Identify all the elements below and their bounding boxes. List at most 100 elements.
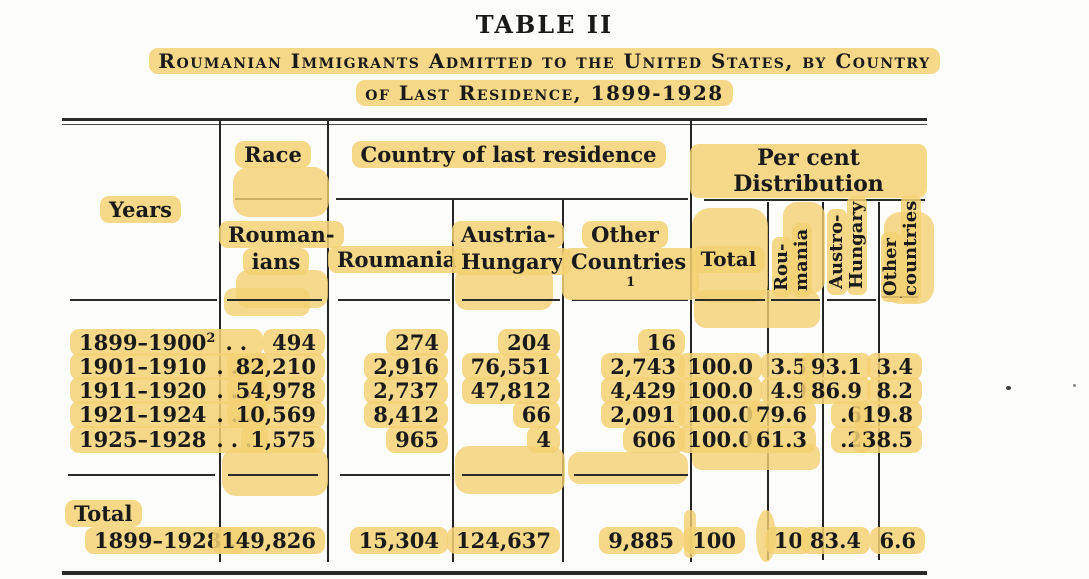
cell-pct-total: 100.0 [678, 377, 762, 404]
cell-value: 61.3 [746, 426, 816, 453]
subtitle-highlight: Roumanian Immigrants Admitted to the Uni… [149, 48, 940, 74]
column-header-years: Years [62, 196, 219, 223]
cell-value: 8,412 [364, 401, 448, 428]
pretotal-rule-seg [340, 474, 450, 476]
cell-austria: 4 [527, 426, 560, 453]
column-header-pct-austro-hungary: Austro- Hungary [826, 195, 873, 295]
cell-pct-other: 3.4 [867, 353, 922, 380]
header-label: Austro- [826, 208, 847, 295]
cell-austria: 76,551 [461, 353, 560, 380]
cell-value: 2,737 [364, 377, 448, 404]
total-cell-austria: 124,637 [447, 527, 560, 554]
cell-race: 82,210 [226, 353, 325, 380]
subheader-rule-seg [827, 299, 876, 301]
header-label: Countries 1 [562, 248, 700, 300]
total-cell-race: 149,826 [212, 527, 325, 554]
cell-value: 965 [386, 426, 448, 453]
header-label: Other [582, 221, 668, 248]
highlighter-blob [224, 288, 310, 316]
rule-under-country-group [336, 198, 688, 200]
cell-austria: 204 [498, 329, 560, 356]
cell-value: 79.6 [746, 401, 816, 428]
pretotal-rule-seg [228, 474, 318, 476]
highlighter-blob [455, 268, 553, 310]
cell-value: 100.0 [678, 353, 762, 380]
cell-value: 149,826 [212, 527, 325, 554]
cell-value: 1,575 [241, 426, 325, 453]
divider-country-percent [690, 121, 692, 562]
column-header-roumania: Roumania [328, 246, 466, 273]
table-top-rule-thin [62, 124, 927, 125]
header-label: Country of last residence [351, 141, 666, 168]
cell-race: 1,575 [241, 426, 325, 453]
highlighter-blob [222, 448, 328, 496]
highlighter-blob [233, 167, 329, 217]
year-range: 1911–1920 [79, 378, 207, 403]
subheader-rule-seg [462, 299, 560, 301]
pretotal-rule-seg [462, 474, 562, 476]
cell-other: 4,429 [601, 377, 685, 404]
cell-austria: 47,812 [461, 377, 560, 404]
header-label-text: Countries [571, 249, 687, 274]
cell-value: 10,569 [226, 401, 325, 428]
group-header-percent: Per cent Distribution [690, 144, 927, 198]
year-range: 1925–1928 [79, 427, 207, 452]
cell-value: 15,304 [349, 527, 448, 554]
header-label: Rou- [771, 237, 792, 297]
cell-value: 16 [637, 329, 685, 356]
cell-value: 83.4 [800, 527, 870, 554]
footnote-marker: 1 [626, 275, 636, 290]
rule-under-percent-group [704, 199, 925, 201]
cell-pct-total: 100.0 [678, 353, 762, 380]
total-cell-other: 9,885 [599, 527, 683, 554]
cell-value: 124,637 [447, 527, 560, 554]
divider-roumania-austria [452, 200, 454, 562]
header-label: Roumania [328, 246, 466, 273]
year-range: 1901–1910 [79, 354, 207, 379]
scan-speck [1006, 386, 1011, 390]
cell-value: 4,429 [601, 377, 685, 404]
cell-value: 86.9 [801, 377, 871, 404]
cell-value: 19.8 [852, 401, 922, 428]
subheader-rule-seg [572, 299, 688, 301]
cell-pct-roumania: 61.3 [746, 426, 816, 453]
cell-value: 204 [498, 329, 560, 356]
header-label: Other [880, 231, 901, 302]
cell-value: 3.4 [867, 353, 922, 380]
cell-other: 16 [637, 329, 685, 356]
column-header-austria-hungary: Austria- Hungary [452, 221, 572, 275]
cell-value: 6.6 [870, 527, 925, 554]
header-label: countries [900, 194, 921, 302]
cell-pct-austro: 86.9 [801, 377, 871, 404]
cell-pct-austro: 93.1 [801, 353, 871, 380]
cell-pct-roumania: 79.6 [746, 401, 816, 428]
cell-value: 76,551 [461, 353, 560, 380]
header-label: ians [242, 248, 310, 275]
scan-speck [1073, 384, 1076, 387]
subtitle-highlight: of Last Residence, 1899-1928 [356, 80, 733, 106]
header-label: Hungary [846, 195, 867, 295]
total-cell-pct-other: 6.6 [870, 527, 925, 554]
table-subtitle-line1: Roumanian Immigrants Admitted to the Uni… [0, 48, 1089, 74]
total-cell-pct-austro: 83.4 [800, 527, 870, 554]
divider-austria-other [562, 200, 564, 562]
cell-value: 274 [386, 329, 448, 356]
subheader-rule-seg [695, 299, 765, 301]
header-label: Per cent Distribution [690, 144, 927, 198]
year-range: 1921–1924 [79, 402, 207, 427]
cell-race: 54,978 [226, 377, 325, 404]
cell-roumania: 965 [386, 426, 448, 453]
leader-dots: .. [225, 330, 255, 355]
cell-pct-other: 38.5 [852, 426, 922, 453]
cell-race: 10,569 [226, 401, 325, 428]
subheader-rule-seg [771, 299, 820, 301]
group-header-race: Race [219, 141, 327, 168]
cell-roumania: 8,412 [364, 401, 448, 428]
cell-roumania: 2,737 [364, 377, 448, 404]
cell-value: 82,210 [226, 353, 325, 380]
subheader-rule-seg [227, 299, 322, 301]
cell-value: 2,743 [601, 353, 685, 380]
cell-value: 54,978 [226, 377, 325, 404]
footnote-marker: 2 [206, 331, 216, 346]
